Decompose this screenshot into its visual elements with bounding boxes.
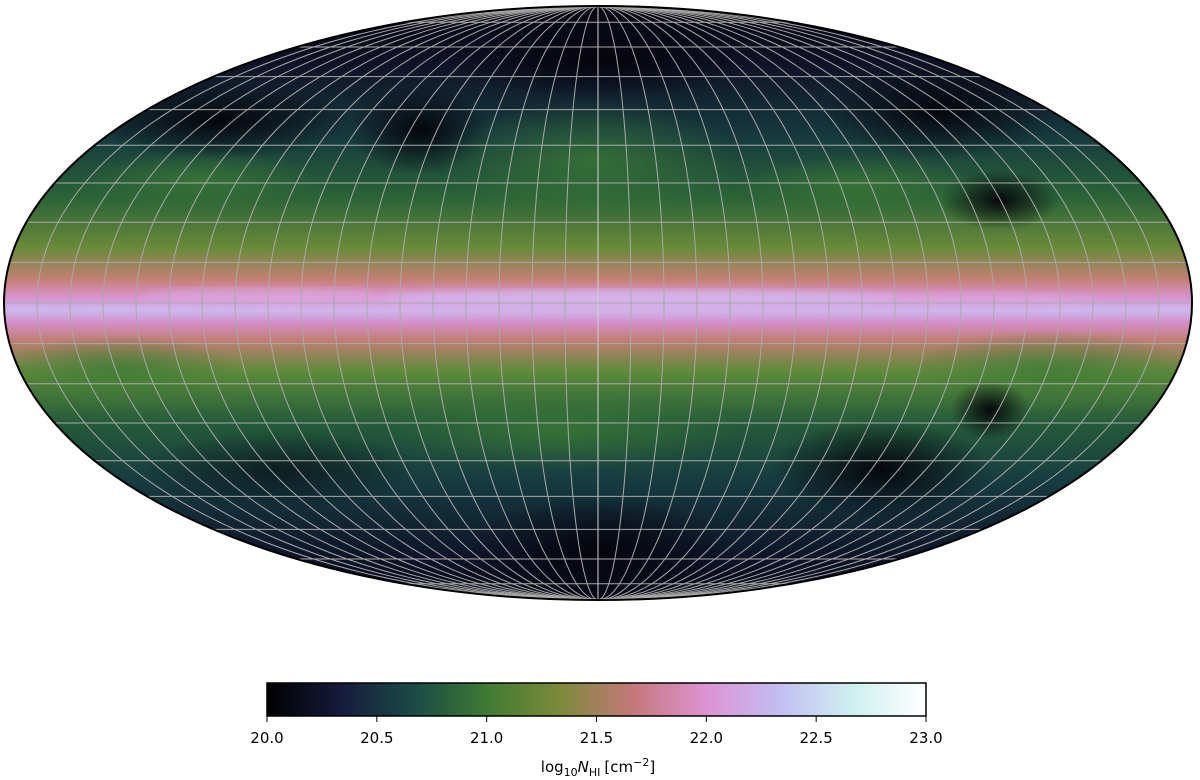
north-green-filament <box>740 155 980 215</box>
colorbar-tick-label: 21.5 <box>580 729 613 747</box>
colorbar-ticks: 20.0 20.5 21.0 21.5 22.0 22.5 23.0 <box>250 716 943 747</box>
galactic-plane-core <box>380 290 900 306</box>
colorbar-tick-label: 20.5 <box>360 729 393 747</box>
galactic-plane-core <box>860 292 1100 308</box>
colorbar-axis-label: log10NHI [cm−2] <box>541 756 655 779</box>
mollweide-map <box>3 5 1193 601</box>
graticule <box>4 6 1192 600</box>
colorbar-tick-label: 23.0 <box>909 729 942 747</box>
colorbar-tick-label: 22.5 <box>799 729 832 747</box>
galactic-plane-core <box>140 288 380 304</box>
colorbar-tick-label: 20.0 <box>250 729 283 747</box>
south-dark-region <box>140 430 420 510</box>
colorbar-tick-label: 22.0 <box>690 729 723 747</box>
north-green-filament <box>440 100 740 220</box>
south-dark-region <box>950 380 1030 440</box>
south-green-filament <box>380 390 740 470</box>
colorbar-tick-label: 21.0 <box>470 729 503 747</box>
colorbar-gradient <box>266 682 927 717</box>
map-outline <box>3 5 1193 601</box>
